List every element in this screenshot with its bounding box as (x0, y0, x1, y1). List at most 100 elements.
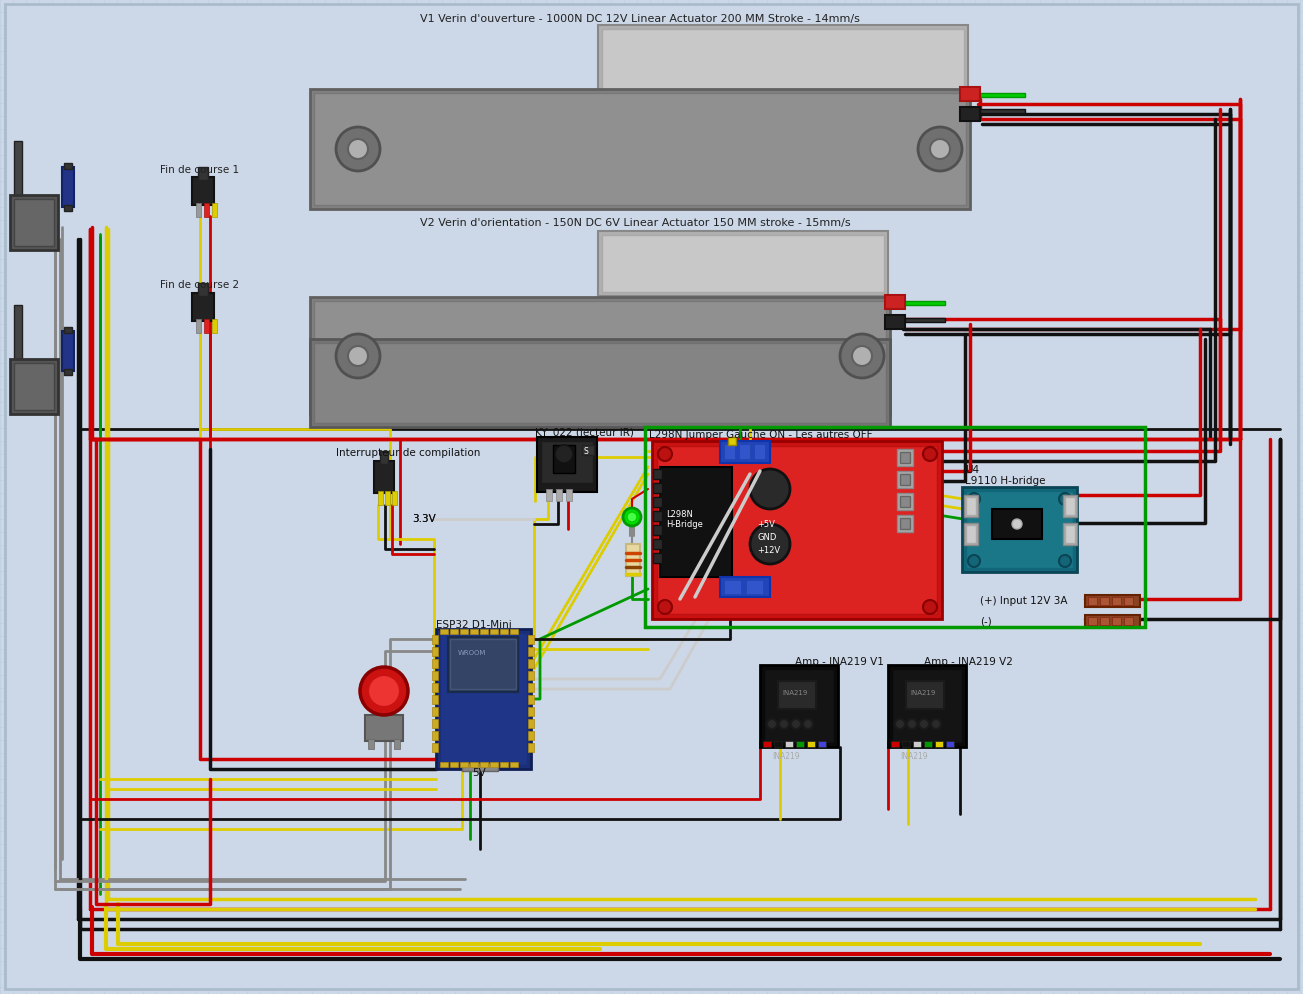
Bar (1065, 526, 1075, 544)
Bar (450, 629, 457, 634)
Bar (537, 437, 597, 492)
Bar (900, 519, 909, 530)
Bar (566, 489, 572, 502)
Bar (310, 340, 890, 427)
Bar (195, 204, 201, 218)
Bar (378, 491, 383, 506)
Bar (896, 493, 913, 511)
Bar (900, 496, 909, 508)
Circle shape (627, 513, 637, 523)
Bar (64, 206, 72, 212)
Text: L298N
H-Bridge: L298N H-Bridge (666, 510, 702, 529)
Bar (891, 742, 899, 747)
Text: U4: U4 (966, 464, 979, 474)
Bar (314, 93, 966, 206)
Circle shape (751, 525, 790, 565)
Bar (310, 89, 969, 210)
Bar (1111, 617, 1121, 625)
Circle shape (1012, 520, 1022, 530)
Bar (1111, 597, 1121, 605)
Bar (556, 489, 562, 502)
Bar (1124, 617, 1134, 625)
Bar (1124, 597, 1134, 605)
Bar (1065, 498, 1075, 516)
Bar (374, 461, 394, 493)
Bar (936, 742, 943, 747)
Bar (966, 498, 976, 516)
Bar (598, 232, 889, 296)
Text: L298N Jumper Gauche ON - Les autres OFF: L298N Jumper Gauche ON - Les autres OFF (649, 429, 873, 439)
Bar (960, 87, 980, 102)
Bar (992, 510, 1042, 540)
Bar (450, 762, 457, 767)
Bar (528, 695, 534, 705)
Bar (212, 204, 218, 218)
Circle shape (367, 675, 400, 708)
Circle shape (907, 720, 917, 730)
Text: INA219: INA219 (771, 751, 800, 760)
Bar (902, 742, 909, 747)
Bar (661, 467, 732, 578)
Bar (528, 708, 534, 717)
Circle shape (803, 720, 813, 730)
Circle shape (348, 140, 367, 160)
Bar (448, 637, 519, 692)
Bar (754, 444, 765, 459)
Bar (198, 168, 208, 181)
Bar (384, 491, 390, 506)
Bar (724, 444, 735, 459)
Bar (721, 578, 770, 597)
Text: V2 Verin d'orientation - 150N DC 6V Linear Actuator 150 MM stroke - 15mm/s: V2 Verin d'orientation - 150N DC 6V Line… (420, 218, 851, 228)
Bar (433, 671, 438, 680)
Circle shape (852, 347, 872, 367)
Circle shape (751, 469, 790, 510)
Bar (310, 297, 890, 415)
Text: INA219: INA219 (900, 751, 928, 760)
Text: (-): (-) (980, 615, 992, 625)
Text: KY_022 (lecteur IR): KY_022 (lecteur IR) (536, 426, 633, 437)
Circle shape (840, 335, 883, 379)
Circle shape (779, 720, 790, 730)
Circle shape (1059, 493, 1071, 506)
Bar (1100, 597, 1109, 605)
Bar (980, 93, 1025, 97)
Bar (528, 744, 534, 752)
Bar (365, 716, 403, 742)
Bar (900, 452, 909, 463)
Bar (314, 344, 886, 423)
Bar (552, 445, 575, 473)
Circle shape (919, 128, 962, 172)
Text: L9110 H-bridge: L9110 H-bridge (966, 475, 1045, 485)
Circle shape (336, 335, 380, 379)
Text: +5V: +5V (757, 520, 775, 529)
Bar (966, 491, 1072, 569)
Bar (14, 142, 22, 197)
Bar (774, 742, 782, 747)
Bar (893, 669, 962, 744)
Bar (480, 629, 489, 634)
Text: V1 Verin d'ouverture - 1000N DC 12V Linear Actuator 200 MM Stroke - 14mm/s: V1 Verin d'ouverture - 1000N DC 12V Line… (420, 14, 860, 24)
Circle shape (930, 140, 950, 160)
Bar (14, 306, 22, 361)
Bar (653, 469, 662, 479)
Bar (64, 370, 72, 376)
Circle shape (968, 556, 980, 568)
Bar (1085, 615, 1140, 627)
Bar (433, 659, 438, 668)
Bar (885, 295, 906, 310)
Text: S: S (584, 446, 589, 455)
Bar (1063, 524, 1078, 546)
Bar (10, 196, 59, 250)
Bar (796, 742, 804, 747)
Bar (528, 732, 534, 741)
Bar (652, 441, 942, 619)
Bar (64, 328, 72, 334)
Bar (818, 742, 826, 747)
Bar (490, 762, 498, 767)
Bar (896, 471, 913, 488)
Circle shape (360, 667, 408, 716)
Bar (964, 495, 979, 518)
Bar (896, 449, 913, 466)
Bar (625, 545, 640, 577)
Bar (778, 681, 816, 710)
